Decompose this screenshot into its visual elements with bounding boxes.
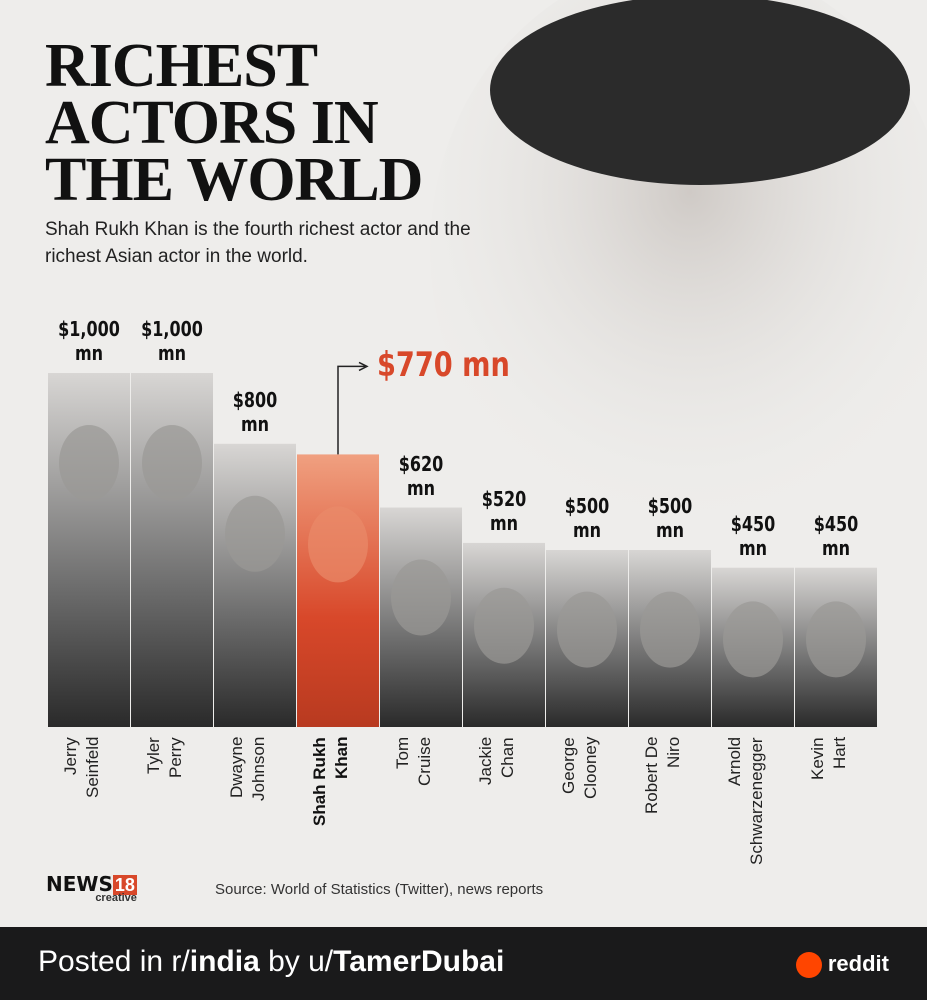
value-label: $1,000 mn: [141, 317, 203, 365]
logo-number: 18: [112, 875, 137, 895]
bar: [214, 443, 296, 727]
category-label: Jerry Seinfeld: [61, 737, 102, 799]
post-prefix: Posted in r/: [38, 945, 190, 978]
callout-arrowhead: [358, 361, 369, 372]
chart-title: RICHEST ACTORS IN THE WORLD: [45, 32, 423, 214]
portrait-hair: [490, 0, 910, 185]
value-label: $450 mn: [813, 511, 859, 560]
category-label: Arnold Schwarzenegger: [725, 737, 766, 865]
value-label: $500 mn: [647, 494, 693, 542]
value-label: $800 mn: [232, 387, 278, 436]
chart-subtitle: Shah Rukh Khan is the fourth richest act…: [45, 219, 471, 267]
post-info: Posted in r/india by u/TamerDubai: [38, 945, 504, 979]
value-label: $1,000 mn: [58, 317, 120, 365]
value-label: $500 mn: [564, 494, 610, 542]
post-middle: by u/: [259, 945, 334, 978]
category-label: Robert De Niro: [642, 737, 683, 815]
artwork: [48, 0, 927, 727]
bar-face: [142, 425, 202, 501]
brand-name: reddit: [827, 951, 889, 976]
bar-face: [308, 506, 368, 583]
category-label: Shah Rukh Khan: [310, 737, 351, 826]
bar-face: [474, 587, 534, 664]
value-label: $620 mn: [398, 451, 444, 500]
source: Source: World of Statistics (Twitter), n…: [215, 881, 544, 898]
bar-face: [806, 601, 866, 678]
footer: Posted in r/india by u/TamerDubai reddit: [0, 927, 927, 1000]
username[interactable]: TamerDubai: [333, 945, 505, 978]
brand-icon: [795, 952, 822, 979]
value-label: $770 mn: [377, 345, 510, 386]
callout-arrow: [337, 365, 365, 455]
bar-face: [59, 425, 119, 501]
bar-face: [557, 591, 617, 668]
value-label: $520 mn: [481, 486, 527, 535]
category-label: Tyler Perry: [144, 737, 185, 778]
subreddit[interactable]: india: [189, 945, 260, 978]
category-label: Kevin Hart: [808, 737, 849, 780]
brand[interactable]: reddit: [795, 951, 889, 979]
category-label: Jackie Chan: [476, 737, 517, 786]
bar-face: [391, 559, 451, 636]
bar-face: [640, 591, 700, 668]
logo-sub: creative: [95, 892, 137, 904]
bar-face: [225, 495, 285, 572]
bar-face: [723, 601, 783, 678]
category-label: George Clooney: [559, 737, 600, 800]
logo-name: NEWS: [46, 872, 113, 896]
value-label: $450 mn: [730, 511, 776, 560]
bar: [297, 454, 379, 727]
logo: NEWS 18 creative: [46, 872, 137, 904]
category-label: Dwayne Johnson: [227, 737, 268, 802]
category-label: Tom Cruise: [393, 737, 434, 787]
